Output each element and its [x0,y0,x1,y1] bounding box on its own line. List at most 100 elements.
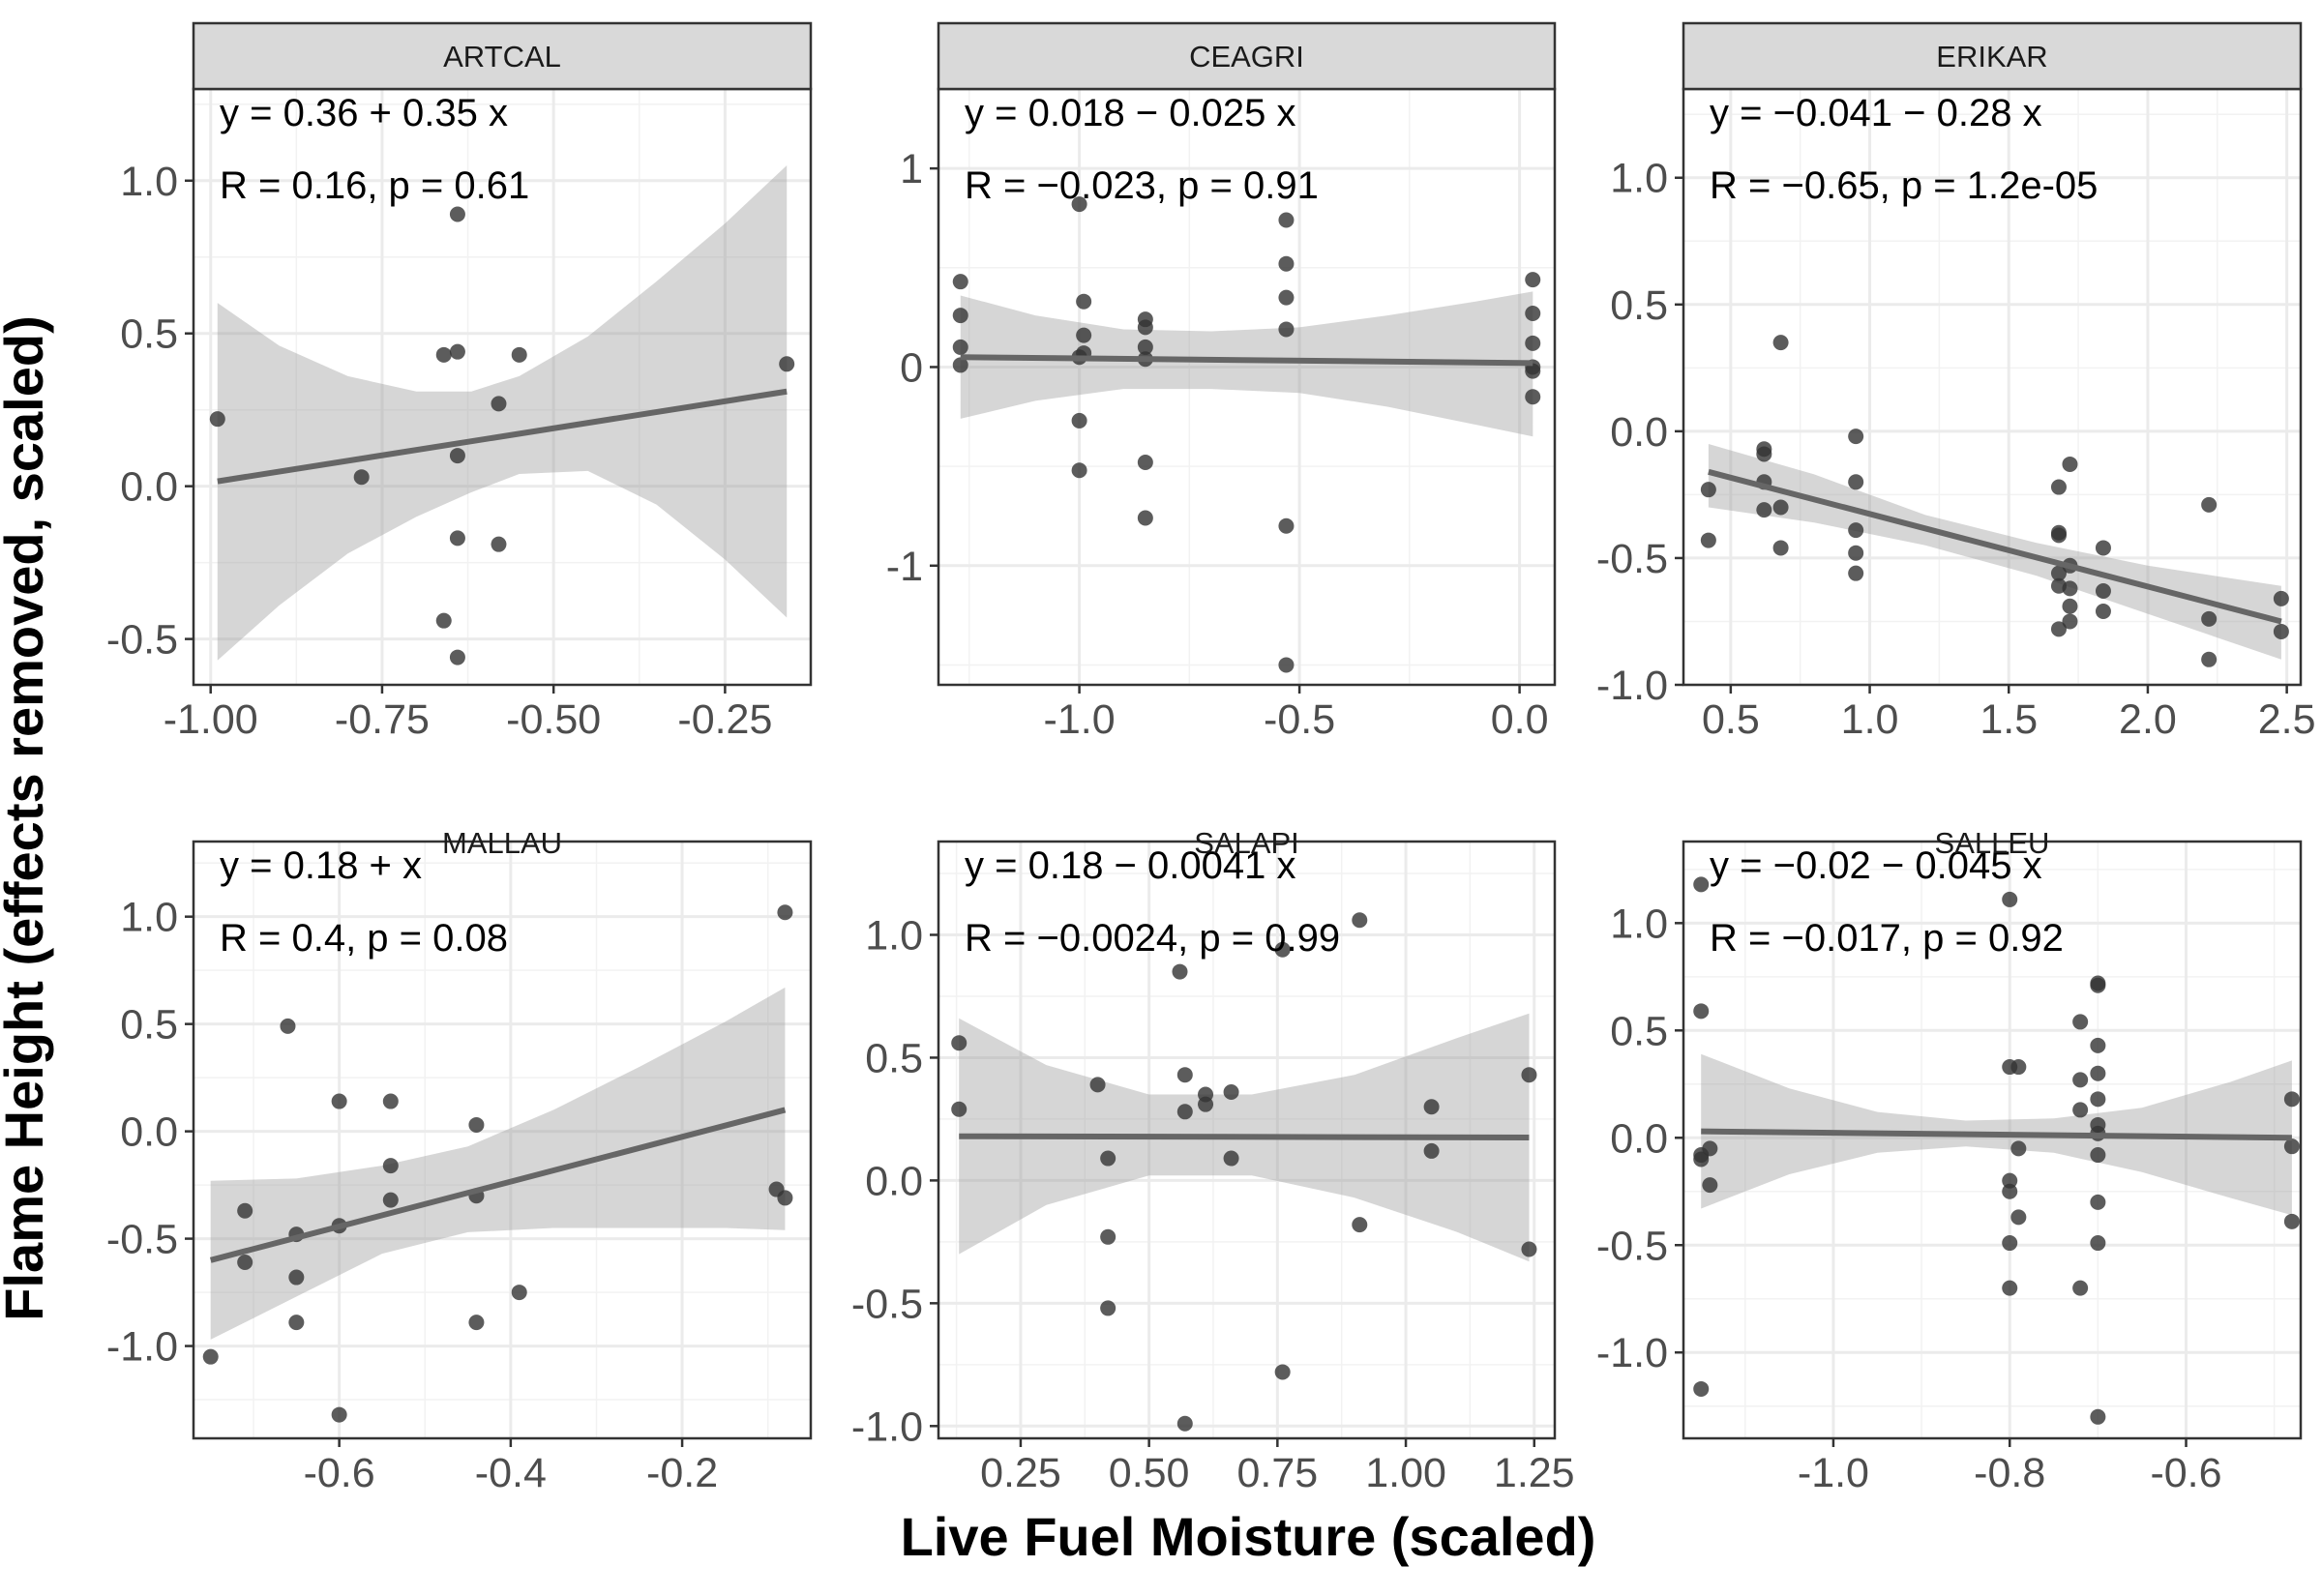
data-point [435,346,452,363]
data-point [952,308,968,324]
data-point [1137,319,1153,336]
panel-background [938,89,1555,685]
data-point [952,357,968,373]
data-point [2090,977,2106,993]
data-point [2283,1213,2300,1229]
data-point [2090,1194,2106,1210]
data-point [1525,272,1541,288]
x-tick-label: 1.0 [1841,696,1899,743]
y-tick-label: -1.0 [1596,663,1668,709]
data-point [2062,598,2078,614]
data-point [449,448,465,464]
data-point [1100,1300,1116,1316]
data-point [1756,502,1772,518]
data-point [2002,1172,2018,1189]
data-point [1700,482,1716,498]
data-point [1089,1077,1106,1093]
y-tick-label: -0.5 [851,1281,923,1327]
confidence-band [210,987,786,1340]
panel-salleu: y = −0.02 − 0.045 x R = −0.017, p = 0.92 S… [1596,826,2303,1496]
data-point [2002,1280,2018,1296]
data-point [353,469,370,486]
y-tick-label: 1.0 [1610,156,1668,202]
data-point [2201,610,2218,627]
data-point [2090,1091,2106,1108]
data-point [2050,621,2067,637]
data-point [1848,429,1864,445]
regression-equation: y = 0.18 + x [220,844,422,887]
x-tick-label: -0.50 [506,696,601,743]
data-point [511,1285,527,1301]
confidence-band [217,165,788,661]
data-point [1137,339,1153,355]
strip-label-salapi: SALAPI [1194,826,1299,860]
data-point [779,356,795,372]
regression-equation: y = −0.041 − 0.28 x [1710,92,2042,134]
panel-erikar: y = −0.041 − 0.28 x R = −0.65, p = 1.2e-0… [1596,21,2316,743]
correlation-stats: R = −0.017, p = 0.92 [1710,917,2064,960]
data-point [449,530,465,547]
y-tick-label: -0.5 [1596,1223,1668,1269]
regression-equation: y = 0.18 − 0.0041 x [965,844,1295,887]
data-point [288,1315,305,1331]
data-point [2072,1280,2089,1296]
data-point [2273,623,2289,639]
data-point [2050,565,2067,581]
data-point [1176,1067,1193,1083]
data-point [435,612,452,629]
data-point [1525,363,1541,379]
data-point [1176,1104,1193,1120]
y-tick-label: 1.0 [865,912,923,959]
data-point [237,1202,253,1219]
panel-border [1682,840,2303,1440]
data-point [2002,891,2018,907]
confidence-band [960,291,1533,437]
data-point [331,1406,347,1423]
data-point [1100,1150,1116,1167]
y-tick-label: 0.0 [865,1158,923,1204]
data-point [1352,912,1368,929]
x-tick-label: -0.4 [475,1450,547,1496]
data-point [1848,474,1864,490]
data-point [1137,510,1153,526]
data-point [1521,1067,1537,1083]
data-point [1076,327,1092,343]
data-point [777,904,793,921]
panel-salapi: y = 0.18 − 0.0041 x R = −0.0024, p = 0.99… [851,826,1575,1496]
y-tick-label: -1.0 [1596,1330,1668,1376]
strip-label-ceagri: CEAGRI [1189,40,1304,74]
data-point [1423,1099,1440,1115]
data-point [1772,540,1789,556]
data-point [1274,1364,1291,1380]
data-point [1700,532,1716,548]
data-point [2090,1037,2106,1053]
data-point [468,1315,485,1331]
data-point [491,396,507,412]
data-point [2095,583,2111,600]
regression-equation: y = −0.02 − 0.045 x [1710,844,2042,887]
data-point [2010,1140,2027,1157]
regression-line [1701,1128,2292,1141]
data-point [1278,289,1295,306]
y-tick-label: -0.5 [1596,536,1668,582]
x-tick-label: -0.6 [2150,1450,2221,1496]
data-point [1423,1142,1440,1159]
data-point [2010,1209,2027,1226]
data-point [2050,527,2067,544]
data-point [1693,1380,1710,1397]
data-point [2095,540,2111,556]
data-point [1076,293,1092,310]
data-point [1278,657,1295,673]
data-point [1693,1003,1710,1020]
data-point [2095,603,2111,619]
panel-ceagri: y = 0.018 − 0.025 x R = −0.023, p = 0.91 C… [886,21,1557,743]
x-tick-label: -1.0 [1044,696,1116,743]
data-point [1693,876,1710,893]
strip-label-salleu: SALLEU [1935,826,2050,860]
x-tick-label: 1.5 [1980,696,2038,743]
x-tick-label: -1.0 [1798,1450,1869,1496]
data-point [449,649,465,665]
strip-label-mallau: MALLAU [442,826,562,860]
data-point [288,1269,305,1286]
data-point [1278,212,1295,228]
